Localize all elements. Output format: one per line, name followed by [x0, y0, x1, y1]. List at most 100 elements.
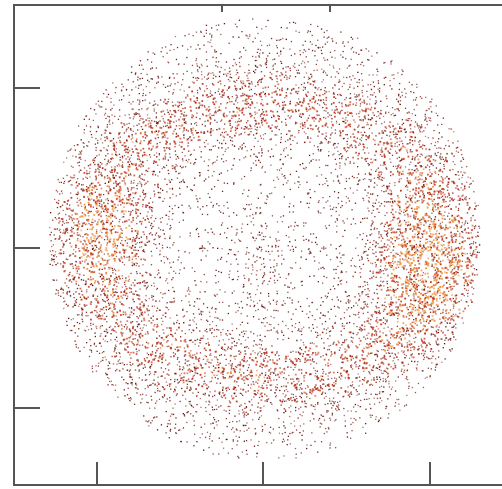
density-dot [301, 328, 302, 329]
density-dot [166, 191, 167, 192]
density-dot [115, 390, 116, 391]
density-dot [411, 288, 413, 290]
density-dot [275, 145, 276, 146]
density-dot [176, 195, 177, 196]
density-dot [255, 364, 257, 366]
density-dot [320, 150, 321, 151]
density-dot [236, 229, 237, 230]
density-dot [173, 89, 174, 90]
density-dot [102, 315, 104, 317]
density-dot [292, 432, 293, 433]
density-dot [447, 190, 448, 191]
density-dot [436, 190, 438, 192]
density-dot [460, 161, 461, 162]
density-dot [476, 254, 478, 256]
density-dot [297, 181, 298, 182]
density-dot [372, 385, 373, 386]
density-dot [464, 308, 466, 310]
density-dot [287, 439, 288, 440]
density-dot [159, 127, 161, 129]
density-dot [284, 401, 285, 402]
density-dot [199, 146, 200, 147]
density-dot [344, 46, 345, 47]
density-dot [249, 90, 250, 91]
density-dot [51, 240, 52, 241]
density-dot [125, 324, 126, 325]
density-dot [317, 103, 318, 104]
density-dot [181, 181, 182, 182]
density-dot [88, 141, 89, 142]
density-dot [308, 109, 309, 110]
density-dot [98, 283, 100, 285]
density-dot [379, 90, 380, 91]
density-dot [326, 75, 327, 76]
density-dot [370, 84, 371, 85]
density-dot [208, 106, 209, 107]
density-dot [367, 288, 368, 289]
density-dot [343, 51, 344, 52]
density-dot [125, 210, 127, 212]
density-dot [239, 110, 240, 111]
density-dot [375, 354, 376, 355]
density-dot [160, 222, 161, 223]
density-dot [358, 255, 359, 256]
density-dot [114, 116, 115, 117]
density-dot [148, 211, 149, 212]
density-dot [454, 182, 456, 184]
density-dot [102, 284, 103, 285]
density-dot [135, 202, 136, 203]
density-dot [96, 103, 97, 104]
density-dot [126, 130, 127, 131]
density-dot [252, 264, 253, 265]
density-dot [255, 86, 256, 87]
density-dot [395, 115, 396, 116]
density-dot [478, 205, 479, 206]
density-dot [285, 361, 286, 362]
density-dot [366, 399, 367, 400]
density-dot [256, 260, 257, 261]
density-dot [290, 174, 291, 175]
density-dot [256, 248, 257, 249]
density-dot [427, 273, 429, 275]
density-dot [236, 328, 237, 329]
density-dot [139, 181, 140, 182]
density-dot [116, 337, 117, 338]
density-dot [143, 93, 144, 94]
density-dot [225, 149, 226, 150]
density-dot [444, 255, 446, 257]
density-dot [323, 99, 324, 100]
density-dot [303, 342, 304, 343]
density-dot [359, 266, 360, 267]
density-dot [137, 388, 138, 389]
density-dot [417, 257, 419, 259]
density-dot [69, 150, 70, 151]
density-dot [377, 297, 379, 299]
density-dot [359, 380, 361, 382]
density-dot [119, 221, 120, 222]
density-dot [285, 358, 286, 359]
density-dot [314, 51, 315, 52]
density-dot [417, 250, 418, 251]
density-dot [458, 215, 460, 217]
density-dot [242, 100, 243, 101]
density-dot [401, 140, 403, 142]
density-dot [281, 255, 282, 256]
density-dot [141, 330, 142, 331]
density-dot [107, 290, 108, 291]
density-dot [301, 439, 302, 440]
density-dot [332, 401, 333, 402]
density-dot [178, 158, 179, 159]
density-dot [147, 347, 149, 349]
density-dot [355, 272, 356, 273]
density-dot [433, 204, 435, 206]
density-dot [330, 259, 331, 260]
density-dot [370, 323, 371, 324]
density-dot [419, 144, 420, 145]
density-dot [116, 198, 118, 200]
density-dot [408, 388, 409, 389]
density-dot [80, 199, 81, 200]
density-dot [96, 208, 97, 209]
density-dot [118, 326, 119, 327]
density-dot [399, 144, 400, 145]
density-dot [395, 128, 396, 129]
